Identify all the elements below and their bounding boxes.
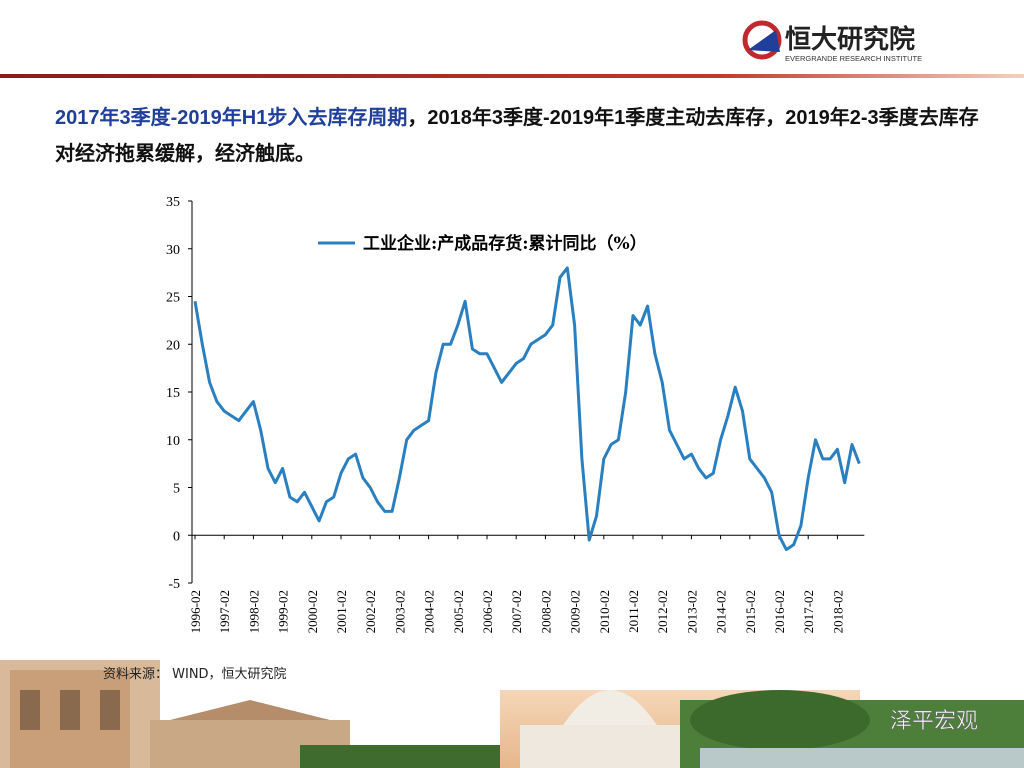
x-tick-label: 2008-02 <box>538 590 553 633</box>
x-tick-label: 2013-02 <box>684 590 699 633</box>
x-tick-label: 2010-02 <box>597 590 612 633</box>
x-tick-label: 2012-02 <box>655 590 670 633</box>
title-rest: ，2018年3季度-2019年1季度主动去库存，2019年2-3季度去库存对经济… <box>55 107 979 165</box>
y-tick-label: -5 <box>168 577 180 592</box>
x-tick-label: 2005-02 <box>451 590 466 633</box>
x-tick-label: 2011-02 <box>626 590 641 633</box>
x-tick-label: 2000-02 <box>305 590 320 633</box>
x-tick-label: 2001-02 <box>334 590 349 633</box>
brand-en: EVERGRANDE RESEARCH INSTITUTE <box>785 54 922 63</box>
bottom-scenery <box>0 660 1024 768</box>
x-tick-label: 2006-02 <box>480 590 495 633</box>
brand: 恒大研究院 <box>785 24 915 55</box>
x-tick-label: 2007-02 <box>509 590 524 633</box>
x-tick-label: 2002-02 <box>363 590 378 633</box>
y-tick-label: 5 <box>173 482 180 497</box>
x-tick-label: 1998-02 <box>246 590 261 633</box>
y-tick-label: 30 <box>166 243 180 258</box>
x-tick-label: 1997-02 <box>217 590 232 633</box>
x-tick-label: 2015-02 <box>743 590 758 633</box>
y-tick-label: 15 <box>166 386 180 401</box>
header-rule <box>0 74 1024 78</box>
series-line <box>193 266 861 552</box>
y-tick-label: 0 <box>173 529 180 544</box>
y-tick-label: 10 <box>166 434 180 449</box>
x-tick-label: 2009-02 <box>568 590 583 633</box>
watermark: 泽平宏观 <box>890 709 978 734</box>
source: 资料来源： WIND，恒大研究院 <box>103 667 287 682</box>
y-tick-label: 25 <box>166 291 180 306</box>
x-tick-label: 2014-02 <box>714 590 729 633</box>
title: 2017年3季度-2019年H1步入去库存周期，2018年3季度-2019年1季… <box>55 100 985 172</box>
legend-label: 工业企业:产成品存货:累计同比（%） <box>363 233 647 254</box>
x-tick-label: 2016-02 <box>772 590 787 633</box>
x-tick-label: 1996-02 <box>188 590 203 633</box>
x-tick-label: 1999-02 <box>276 590 291 633</box>
x-tick-label: 2003-02 <box>392 590 407 633</box>
y-tick-label: 20 <box>166 338 180 353</box>
y-tick-label: 35 <box>166 195 180 210</box>
title-highlight: 2017年3季度-2019年H1步入去库存周期 <box>55 107 408 129</box>
x-tick-label: 2018-02 <box>830 590 845 633</box>
x-tick-label: 2017-02 <box>801 590 816 633</box>
x-tick-label: 2004-02 <box>422 590 437 633</box>
logo <box>742 20 782 60</box>
